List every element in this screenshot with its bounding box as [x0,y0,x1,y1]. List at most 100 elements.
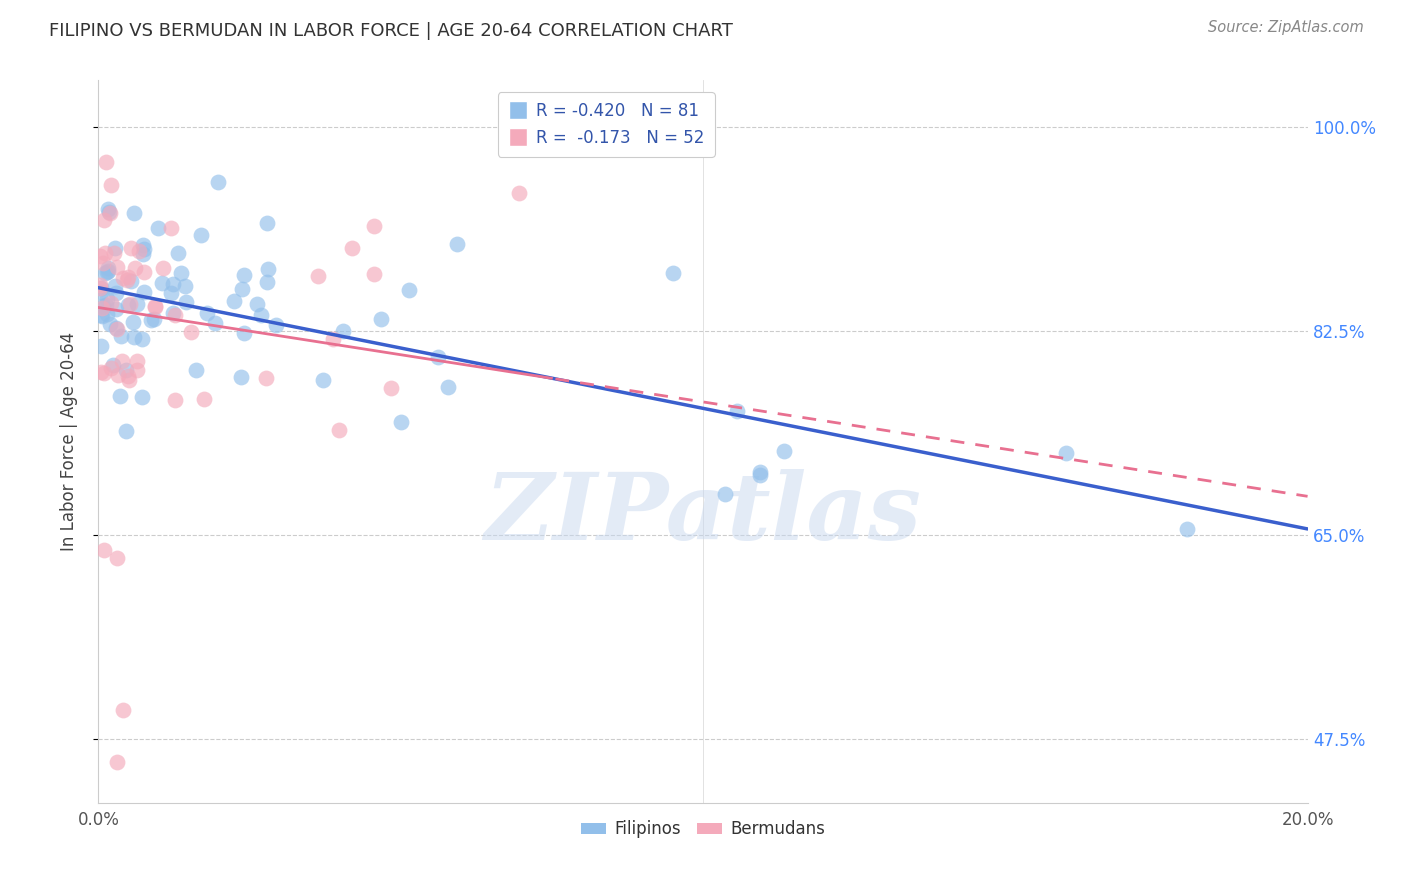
Point [115,273,138,287]
Point [389,415,412,429]
Point [110,329,132,343]
Point [233,326,256,340]
Point [222,294,245,309]
Point [121,274,143,288]
Point [127,363,149,377]
Point [110,389,132,403]
Point [167,245,190,260]
Point [93,367,115,381]
Point [165,309,187,323]
Point [170,267,193,281]
Point [91,256,114,270]
Point [204,316,226,330]
Point [114,424,136,438]
Point [90,308,112,322]
Point [122,315,145,329]
Point [380,381,402,395]
Point [97,263,120,277]
Point [229,370,252,384]
Point [89,249,111,263]
Point [124,206,146,220]
Point [232,268,254,283]
Point [446,237,468,252]
Point [118,297,141,311]
Point [111,354,134,368]
Point [117,298,139,312]
Point [714,487,737,501]
Point [162,277,184,291]
Point [104,321,127,335]
Point [132,247,155,261]
Point [749,465,772,479]
Point [89,281,111,295]
Point [131,332,153,346]
Point [207,176,229,190]
Point [115,363,138,377]
Point [125,354,148,368]
Point [90,285,112,299]
Point [96,308,118,322]
Point [105,322,128,336]
Point [190,227,212,242]
Point [312,373,335,387]
Point [96,265,118,279]
Point [122,330,145,344]
Point [426,350,449,364]
Point [97,202,120,216]
Point [134,265,156,279]
Point [773,443,796,458]
Point [104,286,127,301]
Point [111,702,134,716]
Point [100,295,122,310]
Point [748,468,770,483]
Point [363,219,385,234]
Text: Source: ZipAtlas.com: Source: ZipAtlas.com [1208,20,1364,35]
Point [111,271,134,285]
Point [100,178,122,193]
Point [107,368,129,382]
Point [322,333,344,347]
Point [143,300,166,314]
Point [437,380,460,394]
Point [93,299,115,313]
Text: FILIPINO VS BERMUDAN IN LABOR FORCE | AGE 20-64 CORRELATION CHART: FILIPINO VS BERMUDAN IN LABOR FORCE | AG… [49,22,733,40]
Point [508,186,530,200]
Point [152,260,174,275]
Point [94,298,117,312]
Point [125,297,148,311]
Point [363,267,385,281]
Point [100,360,122,375]
Point [105,302,128,317]
Point [98,205,121,219]
Point [159,220,181,235]
Point [231,283,253,297]
Point [104,279,127,293]
Point [101,358,124,372]
Point [195,306,218,320]
Point [131,390,153,404]
Point [173,279,195,293]
Point [105,755,128,769]
Point [398,283,420,297]
Point [103,245,125,260]
Point [104,241,127,255]
Legend: Filipinos, Bermudans: Filipinos, Bermudans [574,814,832,845]
Point [725,404,748,418]
Point [143,312,166,326]
Point [93,213,115,227]
Point [340,242,363,256]
Point [131,238,153,252]
Point [661,266,683,280]
Point [93,542,115,557]
Point [184,363,207,377]
Point [266,318,288,332]
Y-axis label: In Labor Force | Age 20-64: In Labor Force | Age 20-64 [59,332,77,551]
Point [90,301,112,316]
Point [117,270,139,285]
Point [1175,522,1198,536]
Point [256,215,278,229]
Point [180,325,202,339]
Point [132,242,155,256]
Point [93,245,115,260]
Point [139,313,162,327]
